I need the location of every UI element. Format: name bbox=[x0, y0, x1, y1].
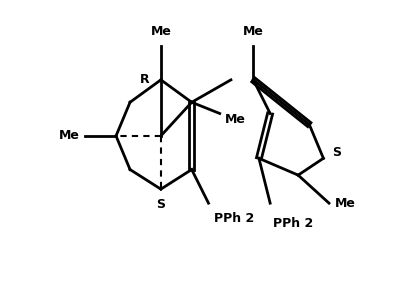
Text: PPh 2: PPh 2 bbox=[273, 217, 313, 230]
Text: Me: Me bbox=[334, 197, 355, 210]
Text: R: R bbox=[140, 73, 150, 86]
Text: Me: Me bbox=[151, 25, 171, 38]
Text: Me: Me bbox=[225, 113, 246, 126]
Text: S: S bbox=[156, 198, 166, 211]
Text: Me: Me bbox=[59, 129, 80, 142]
Text: PPh 2: PPh 2 bbox=[214, 212, 254, 224]
Text: Me: Me bbox=[243, 25, 264, 38]
Text: S: S bbox=[332, 146, 341, 159]
